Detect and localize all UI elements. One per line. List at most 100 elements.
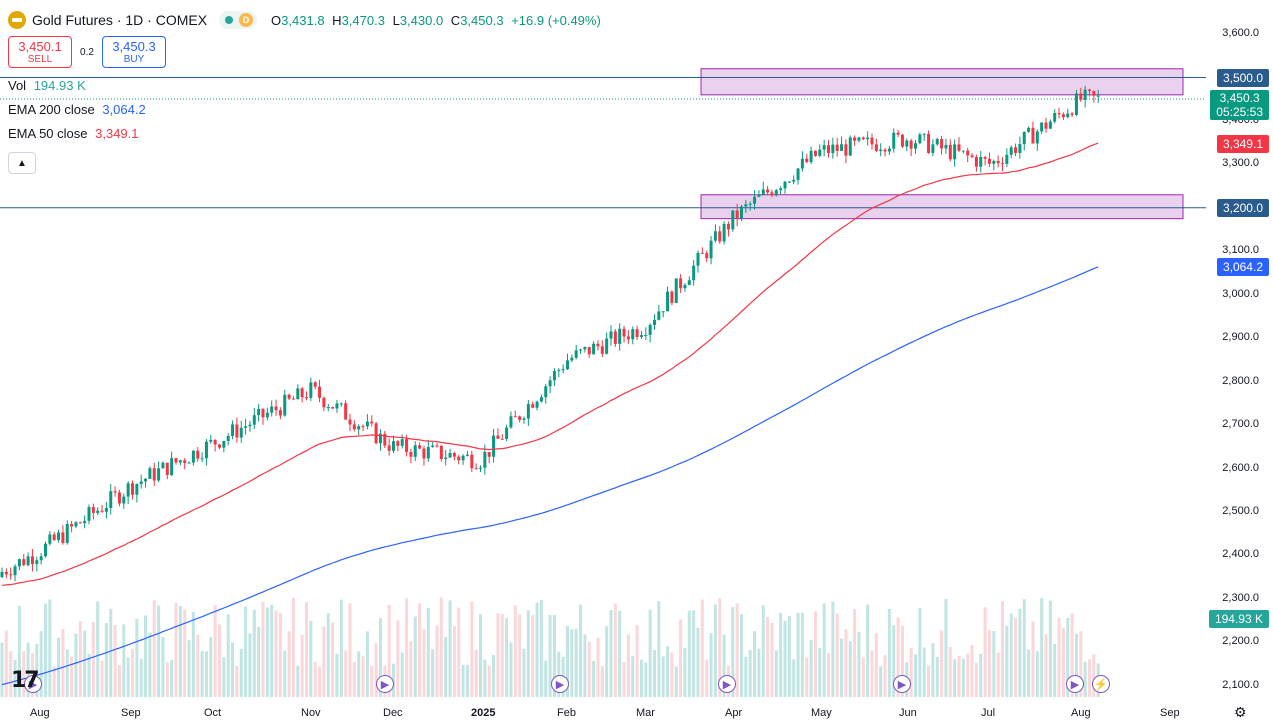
symbol-title[interactable]: Gold Futures · 1D · COMEX <box>32 12 208 28</box>
ema-lines <box>1 142 1099 686</box>
ema200-indicator[interactable]: EMA 200 close 3,064.2 <box>8 102 146 117</box>
volume-bar <box>65 649 69 697</box>
volume-bar <box>979 653 983 697</box>
volume-bar <box>239 648 243 697</box>
candle-body <box>631 329 635 340</box>
volume-bar <box>605 626 609 697</box>
event-play-icon[interactable]: ▶ <box>24 675 42 693</box>
price-zone <box>700 68 1184 96</box>
candle-body <box>583 346 587 350</box>
candle-body <box>1031 127 1035 144</box>
volume-bar <box>287 631 291 697</box>
candle-body <box>905 140 909 147</box>
volume-bar <box>557 651 561 697</box>
gear-icon[interactable]: ⚙ <box>1234 704 1247 720</box>
volume-bar <box>974 662 978 697</box>
candle-body <box>161 462 165 469</box>
volume-bar <box>496 613 500 697</box>
candle-body <box>422 448 426 459</box>
volume-indicator[interactable]: Vol 194.93 K <box>8 78 86 93</box>
volume-bar <box>931 643 935 697</box>
event-play-icon[interactable]: ▶ <box>718 675 736 693</box>
candle-body <box>313 382 317 387</box>
volume-bar <box>87 653 91 697</box>
event-play-icon[interactable]: ▶ <box>376 675 394 693</box>
lightning-icon[interactable]: ⚡ <box>1092 675 1110 693</box>
price-tick: 2,900.0 <box>1222 331 1259 344</box>
volume-bar <box>626 634 630 697</box>
volume-bar <box>683 647 687 697</box>
price-tick: 2,300.0 <box>1222 591 1259 604</box>
market-status[interactable]: D <box>219 11 258 29</box>
volume-bar <box>1018 608 1022 697</box>
volume-bar <box>91 621 95 697</box>
volume-bar <box>0 642 4 697</box>
volume-bar <box>657 601 661 697</box>
volume-bar <box>439 597 443 697</box>
candle-body <box>892 132 896 149</box>
candle-body <box>183 460 187 464</box>
candle-body <box>200 458 204 460</box>
candle-body <box>570 357 574 361</box>
collapse-legend-button[interactable]: ▲ <box>8 152 36 174</box>
volume-bar <box>318 666 322 697</box>
volume-bar <box>413 616 417 697</box>
candle-body <box>70 524 74 527</box>
sell-button[interactable]: 3,450.1 SELL <box>8 36 72 68</box>
time-tick: Jun <box>899 707 917 719</box>
volume-bar <box>344 650 348 697</box>
candle-body <box>452 452 456 457</box>
candle-body <box>679 278 683 289</box>
volume-bar <box>592 661 596 697</box>
candle-body <box>970 155 974 157</box>
candle-body <box>818 149 822 156</box>
candle-body <box>870 137 874 145</box>
volume-bar <box>418 603 422 697</box>
candle-body <box>674 278 678 303</box>
event-play-icon[interactable]: ▶ <box>551 675 569 693</box>
volume-bar <box>966 653 970 697</box>
volume-bar <box>44 603 47 697</box>
candle-body <box>196 450 200 459</box>
candle-body <box>1048 121 1052 129</box>
event-play-icon[interactable]: ▶ <box>1066 675 1084 693</box>
price-tick: 2,500.0 <box>1222 504 1259 517</box>
volume-bar <box>278 613 282 697</box>
candle-body <box>1022 131 1026 145</box>
event-play-icon[interactable]: ▶ <box>893 675 911 693</box>
volume-bar <box>648 609 652 697</box>
volume-value-label: 194.93 K <box>1208 610 1269 628</box>
volume-bars <box>0 597 1100 697</box>
tradingview-logo[interactable]: 17 <box>11 668 40 693</box>
candle-body <box>296 388 300 400</box>
candle-body <box>1053 113 1057 122</box>
volume-bar <box>552 615 556 697</box>
candle-body <box>940 139 944 149</box>
volume-bar <box>870 650 874 697</box>
volume-bar <box>796 612 800 697</box>
candle-body <box>83 520 87 524</box>
candle-body <box>700 252 704 254</box>
volume-bar <box>587 641 591 697</box>
last-price-label: 3,450.3 05:25:53 <box>1210 90 1269 120</box>
volume-bar <box>291 597 295 697</box>
candle-body <box>191 450 195 463</box>
buy-button[interactable]: 3,450.3 BUY <box>102 36 166 68</box>
candle-body <box>874 144 878 152</box>
volume-bar <box>352 662 356 697</box>
candle-body <box>957 144 961 151</box>
candle-body <box>278 410 282 416</box>
candle-body <box>96 510 100 513</box>
candle-body <box>574 350 578 358</box>
candle-body <box>1061 114 1065 118</box>
candle-body <box>526 404 530 419</box>
ema50-value-label: 3,349.1 <box>1216 135 1269 153</box>
candle-body <box>661 311 665 313</box>
candle-body <box>900 134 904 147</box>
ohlc-values: O3,431.8 H3,470.3 L3,430.0 C3,450.3 +16.… <box>271 12 601 28</box>
volume-bar <box>1066 618 1070 697</box>
candle-body <box>165 462 169 476</box>
volume-bar <box>126 657 130 697</box>
ema50-indicator[interactable]: EMA 50 close 3,349.1 <box>8 126 139 141</box>
